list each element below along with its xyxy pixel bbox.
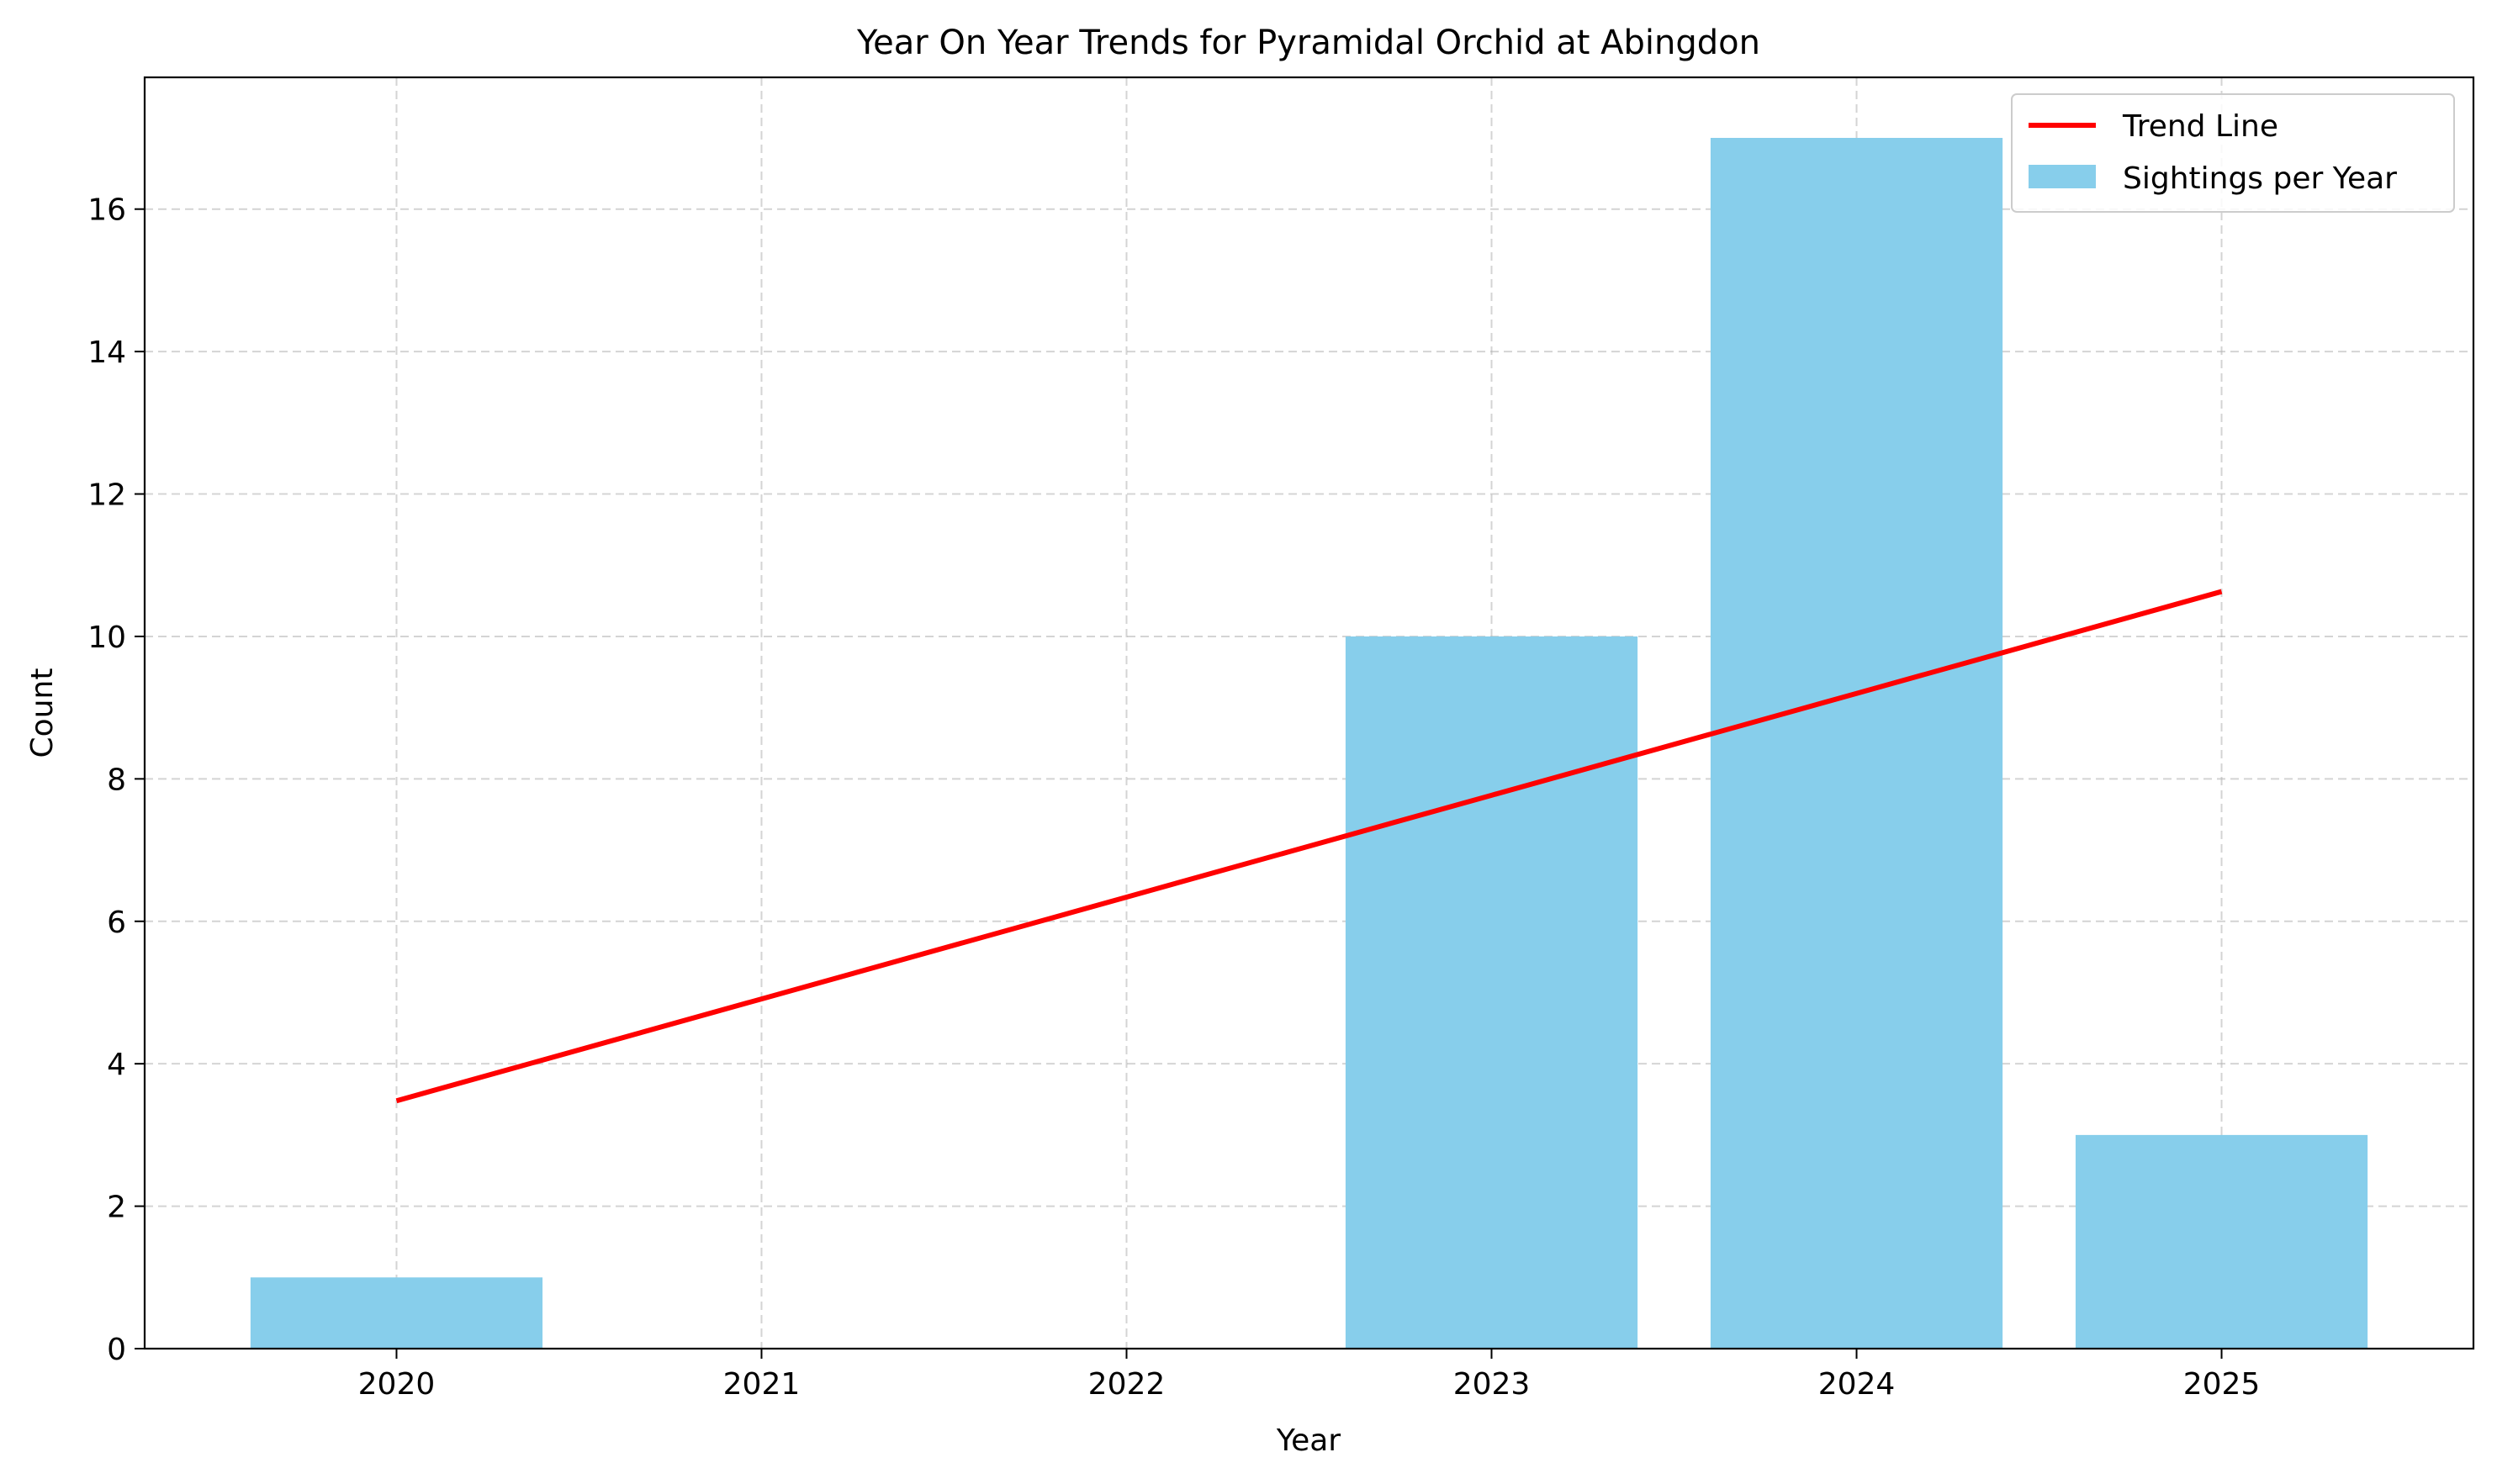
y-axis-ticks: 0 2 4 6 8 10 12 14 16 [87, 193, 145, 1367]
x-axis-ticks: 2020 2021 2022 2023 2024 2025 [358, 1349, 2261, 1402]
legend-swatch-sightings [2029, 165, 2096, 188]
x-tick-label: 2024 [1818, 1367, 1896, 1402]
x-tick-label: 2023 [1453, 1367, 1531, 1402]
x-tick-label: 2021 [723, 1367, 801, 1402]
bar-2025 [2075, 1134, 2368, 1349]
x-tick-label: 2022 [1088, 1367, 1166, 1402]
x-tick-label: 2020 [358, 1367, 436, 1402]
y-tick-label: 8 [107, 763, 126, 797]
bar-2024 [1710, 138, 2003, 1349]
legend-label-trend-line: Trend Line [2122, 109, 2278, 144]
plot-frame [143, 76, 2475, 1350]
y-tick-label: 2 [107, 1191, 126, 1225]
x-axis-label: Year [1276, 1423, 1341, 1458]
legend-label-sightings: Sightings per Year [2123, 161, 2397, 196]
y-tick-label: 10 [87, 621, 126, 655]
legend-box [2011, 93, 2455, 213]
y-tick-label: 12 [87, 478, 126, 513]
bars [250, 138, 2368, 1349]
chart-title: Year On Year Trends for Pyramidal Orchid… [856, 24, 1760, 62]
y-tick-label: 6 [107, 906, 126, 940]
x-tick-label: 2025 [2183, 1367, 2261, 1402]
y-tick-label: 4 [107, 1048, 126, 1082]
y-tick-label: 0 [107, 1333, 126, 1367]
trend-line [395, 589, 2223, 1104]
trend-line-layer [395, 589, 2223, 1104]
y-tick-label: 16 [87, 193, 126, 228]
bar-2023 [1345, 636, 1638, 1349]
legend: Trend Line Sightings per Year [2011, 93, 2455, 213]
y-tick-label: 14 [87, 335, 126, 370]
bar-2020 [250, 1277, 543, 1349]
y-axis-label: Count [25, 668, 60, 758]
